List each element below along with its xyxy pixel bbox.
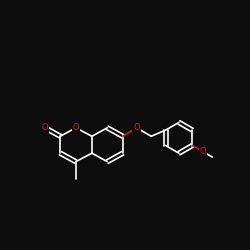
Text: O: O <box>200 147 206 156</box>
Text: O: O <box>42 123 48 132</box>
Text: O: O <box>133 123 140 132</box>
Text: O: O <box>72 123 79 132</box>
